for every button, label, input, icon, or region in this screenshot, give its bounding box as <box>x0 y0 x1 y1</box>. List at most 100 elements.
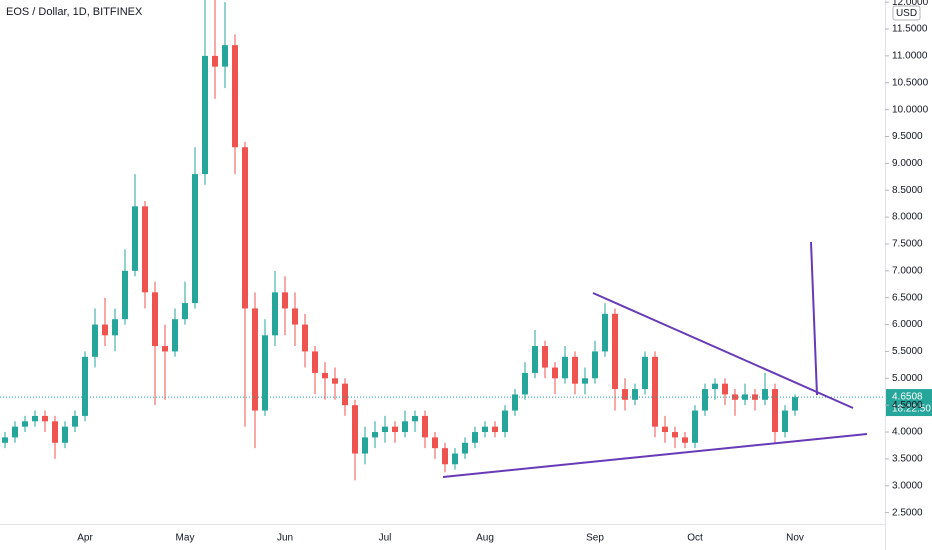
candle-body <box>162 346 168 352</box>
candle-body <box>402 421 408 433</box>
candle-body <box>122 270 128 320</box>
countdown-label: 18:22:50 <box>892 404 931 415</box>
candle-body <box>332 378 338 384</box>
candle-body <box>22 421 28 427</box>
candle-body <box>412 415 418 422</box>
candle-body <box>262 335 268 411</box>
candle-body <box>462 442 468 454</box>
candle-body <box>142 206 148 293</box>
trendline-lower <box>442 433 868 478</box>
y-tick-label: 5.5000 <box>892 346 923 357</box>
y-tick-label: 7.0000 <box>892 265 923 276</box>
y-tick-label: 7.5000 <box>892 239 923 250</box>
candle-body <box>682 437 688 443</box>
x-tick-label: Apr <box>77 533 93 544</box>
candle-body <box>182 303 188 320</box>
candle-body <box>442 448 448 465</box>
candle-body <box>622 389 628 400</box>
currency-box <box>892 5 921 21</box>
candle-body <box>212 55 218 67</box>
candle-body <box>272 292 278 336</box>
y-tick-label: 4.0000 <box>892 427 923 438</box>
candle-body <box>572 356 578 384</box>
candle-body <box>702 389 708 411</box>
x-tick-label: Nov <box>786 533 804 544</box>
y-tick-label: 8.5000 <box>892 185 923 196</box>
y-tick-label: 5.0000 <box>892 373 923 384</box>
candle-body <box>692 410 698 443</box>
candle-body <box>472 432 478 443</box>
last-price-tag <box>886 389 932 417</box>
y-tick-label: 2.5000 <box>892 507 923 518</box>
candle-body <box>592 351 598 379</box>
candle-body <box>42 415 48 422</box>
candle-body <box>772 389 778 433</box>
candle-body <box>352 405 358 454</box>
candle-body <box>652 356 658 427</box>
candle-body <box>102 324 108 336</box>
chart-title: EOS / Dollar, 1D, BITFINEX <box>6 6 143 18</box>
trendline-upper <box>592 292 854 409</box>
candle-body <box>292 308 298 325</box>
candle-body <box>752 394 758 400</box>
candle-body <box>62 426 68 443</box>
y-tick-label: 8.0000 <box>892 212 923 223</box>
candle-body <box>252 308 258 411</box>
y-tick-label: 3.5000 <box>892 454 923 465</box>
candle-body <box>582 378 588 384</box>
candle-body <box>432 437 438 449</box>
candle-body <box>282 292 288 309</box>
x-tick-label: Aug <box>476 533 494 544</box>
candle-body <box>722 383 728 395</box>
x-tick-label: Sep <box>586 533 604 544</box>
y-tick-label: 4.5000 <box>892 400 923 411</box>
candle-body <box>532 346 538 373</box>
y-tick-label: 10.0000 <box>892 104 929 115</box>
candle-body <box>112 319 118 336</box>
candle-body <box>552 367 558 379</box>
candle-body <box>362 437 368 454</box>
candle-body <box>642 356 648 390</box>
candle-body <box>302 324 308 352</box>
candle-body <box>602 313 608 352</box>
candle-body <box>172 319 178 352</box>
y-tick-label: 9.5000 <box>892 131 923 142</box>
y-tick-label: 6.5000 <box>892 292 923 303</box>
candle-body <box>662 426 668 433</box>
y-tick-label: 11.0000 <box>892 51 928 62</box>
y-tick-label: 10.5000 <box>892 77 929 88</box>
candle-body <box>372 432 378 438</box>
x-tick-label: May <box>176 533 195 544</box>
candle-body <box>2 437 8 443</box>
candle-body <box>52 421 58 443</box>
candle-body <box>32 415 38 422</box>
candle-body <box>712 383 718 390</box>
candle-body <box>482 426 488 433</box>
candle-body <box>452 453 458 465</box>
candle-body <box>422 415 428 438</box>
candle-body <box>512 394 518 411</box>
candle-body <box>132 206 138 271</box>
candle-body <box>632 389 638 400</box>
candle-body <box>322 372 328 379</box>
candle-body <box>392 426 398 433</box>
candle-body <box>542 346 548 368</box>
y-tick-label: 12.0000 <box>892 0 929 8</box>
y-tick-label: 9.0000 <box>892 158 923 169</box>
currency-label: USD <box>896 8 917 19</box>
candle-body <box>232 45 238 148</box>
candle-body <box>672 432 678 438</box>
candle-body <box>202 55 208 175</box>
y-tick-label: 11.5000 <box>892 24 928 35</box>
candle-body <box>242 147 248 309</box>
candle-body <box>492 426 498 433</box>
candle-body <box>522 372 528 395</box>
candle-body <box>12 426 18 438</box>
x-tick-label: Jul <box>379 533 392 544</box>
candle-body <box>382 426 388 433</box>
candle-body <box>762 389 768 400</box>
y-tick-label: 6.0000 <box>892 319 923 330</box>
candles <box>0 0 885 481</box>
